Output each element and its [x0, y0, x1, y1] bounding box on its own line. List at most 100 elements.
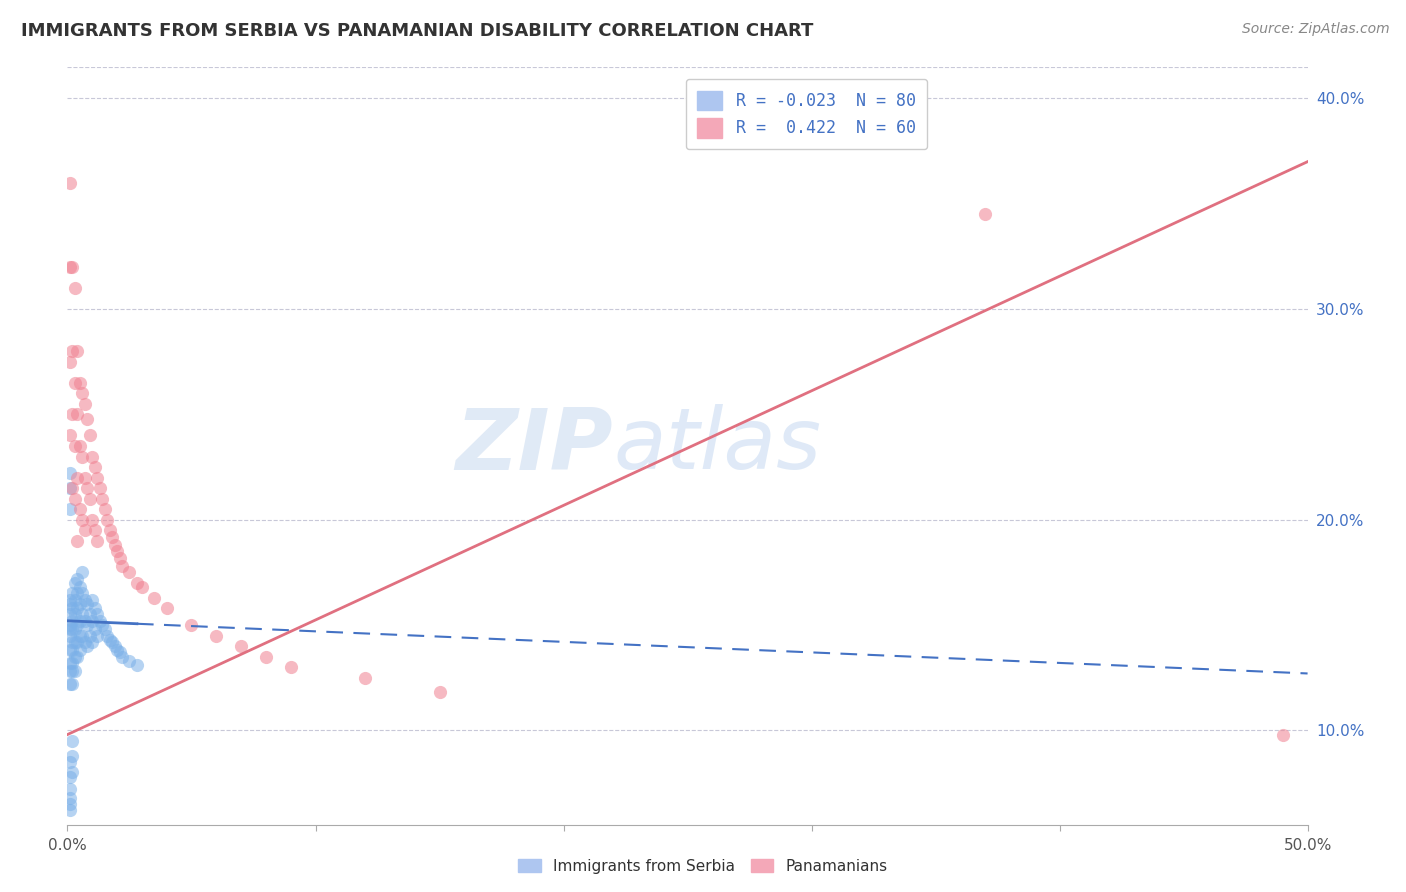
Point [59, 428, 82, 442]
Point [59, 597, 82, 611]
Point [63, 592, 86, 607]
Point [62, 734, 84, 748]
Point [108, 550, 131, 565]
Point [79, 491, 101, 506]
Point [66, 601, 89, 615]
Point [59, 618, 82, 632]
Point [62, 665, 84, 679]
Point [59, 176, 82, 190]
Point [59, 790, 82, 805]
Point [66, 533, 89, 548]
Point [66, 586, 89, 600]
Point [156, 601, 179, 615]
Point [63, 665, 86, 679]
Text: Source: ZipAtlas.com: Source: ZipAtlas.com [1241, 22, 1389, 37]
Point [59, 355, 82, 369]
Point [63, 635, 86, 649]
Point [93, 622, 115, 636]
Point [59, 643, 82, 657]
Point [111, 649, 134, 664]
Point [83, 460, 105, 475]
Text: ZIP: ZIP [456, 404, 613, 488]
Point [86, 470, 108, 484]
Point [76, 618, 98, 632]
Point [1271, 727, 1294, 741]
Point [69, 628, 91, 642]
Point [63, 281, 86, 295]
Point [86, 628, 108, 642]
Point [62, 748, 84, 763]
Point [59, 467, 82, 481]
Point [62, 586, 84, 600]
Point [280, 660, 302, 674]
Point [93, 502, 115, 516]
Point [59, 665, 82, 679]
Point [125, 575, 148, 590]
Point [62, 601, 84, 615]
Point [66, 649, 89, 664]
Point [62, 765, 84, 780]
Point [62, 408, 84, 422]
Point [69, 376, 91, 390]
Point [98, 523, 121, 537]
Point [86, 607, 108, 622]
Point [72, 450, 94, 464]
Point [229, 639, 252, 653]
Point [79, 628, 101, 642]
Point [72, 586, 94, 600]
Point [66, 618, 89, 632]
Point [118, 654, 141, 668]
Point [96, 628, 118, 642]
Point [73, 470, 96, 484]
Point [354, 671, 377, 685]
Point [89, 481, 111, 495]
Legend: Immigrants from Serbia, Panamanians: Immigrants from Serbia, Panamanians [512, 853, 894, 880]
Point [63, 622, 86, 636]
Point [72, 513, 94, 527]
Point [62, 677, 84, 691]
Point [105, 643, 128, 657]
Point [59, 481, 82, 495]
Point [59, 677, 82, 691]
Point [111, 559, 134, 574]
Point [62, 656, 84, 670]
Point [82, 592, 104, 607]
Point [86, 533, 108, 548]
Point [76, 411, 98, 425]
Point [82, 513, 104, 527]
Point [59, 592, 82, 607]
Point [83, 523, 105, 537]
Point [66, 572, 89, 586]
Point [59, 803, 82, 817]
Point [66, 344, 89, 359]
Point [59, 607, 82, 622]
Point [59, 770, 82, 784]
Point [73, 523, 96, 537]
Point [69, 597, 91, 611]
Point [72, 607, 94, 622]
Point [59, 656, 82, 670]
Point [83, 601, 105, 615]
Point [72, 386, 94, 401]
Point [104, 639, 127, 653]
Point [62, 260, 84, 274]
Point [118, 566, 141, 580]
Point [73, 397, 96, 411]
Point [429, 685, 451, 699]
Point [89, 614, 111, 628]
Point [101, 635, 124, 649]
Point [59, 502, 82, 516]
Point [62, 481, 84, 495]
Point [105, 544, 128, 558]
Point [66, 408, 89, 422]
Point [59, 782, 82, 797]
Point [69, 580, 91, 594]
Point [63, 376, 86, 390]
Point [69, 643, 91, 657]
Point [62, 635, 84, 649]
Point [73, 614, 96, 628]
Point [62, 622, 84, 636]
Point [73, 592, 96, 607]
Point [98, 632, 121, 647]
Text: atlas: atlas [613, 404, 821, 488]
